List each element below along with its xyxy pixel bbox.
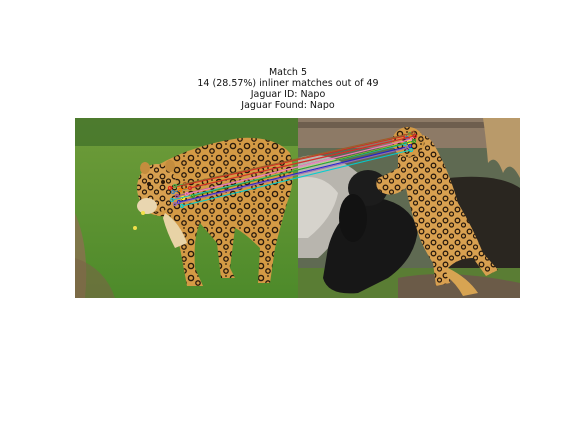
match-line bbox=[184, 132, 414, 185]
keypoint-marker bbox=[172, 201, 178, 207]
keypoint-marker bbox=[411, 138, 417, 144]
match-canvas bbox=[75, 118, 520, 298]
match-line bbox=[174, 147, 408, 205]
match-line bbox=[169, 135, 406, 189]
keypoint-marker bbox=[174, 193, 180, 199]
match-line bbox=[189, 135, 416, 189]
keypoint-marker bbox=[184, 191, 190, 197]
keypoint-marker bbox=[407, 143, 413, 149]
match-line bbox=[181, 149, 412, 207]
keypoint-marker bbox=[170, 189, 176, 195]
keypoint-marker bbox=[167, 185, 173, 191]
keypoint-marker bbox=[182, 181, 188, 187]
title-inlier-count: 14 (28.57%) inliner matches out of 49 bbox=[197, 78, 379, 89]
title-jaguar-id: Jaguar ID: Napo bbox=[250, 89, 326, 100]
match-lines bbox=[167, 130, 418, 209]
figure-title: Match 5 14 (28.57%) inliner matches out … bbox=[0, 67, 576, 111]
keypoint-marker bbox=[410, 130, 416, 136]
keypoint-marker bbox=[177, 187, 183, 193]
left-image bbox=[75, 118, 298, 298]
match-line bbox=[186, 138, 413, 195]
match-line bbox=[178, 145, 411, 203]
keypoint-marker bbox=[169, 197, 175, 203]
match-line bbox=[192, 140, 415, 197]
keypoint-marker bbox=[179, 203, 185, 209]
black-jaguar bbox=[323, 170, 418, 294]
keypoint-marker bbox=[172, 183, 178, 189]
match-figure bbox=[75, 118, 520, 298]
title-jaguar-found: Jaguar Found: Napo bbox=[241, 100, 335, 111]
keypoint-marker bbox=[412, 133, 418, 139]
keypoint-marker bbox=[190, 193, 196, 199]
left-jaguar bbox=[137, 137, 293, 286]
title-match-number: Match 5 bbox=[268, 67, 308, 78]
keypoint-marker bbox=[408, 147, 414, 153]
keypoint-marker bbox=[404, 145, 410, 151]
right-image bbox=[298, 118, 520, 298]
keypoint-marker bbox=[187, 185, 193, 191]
